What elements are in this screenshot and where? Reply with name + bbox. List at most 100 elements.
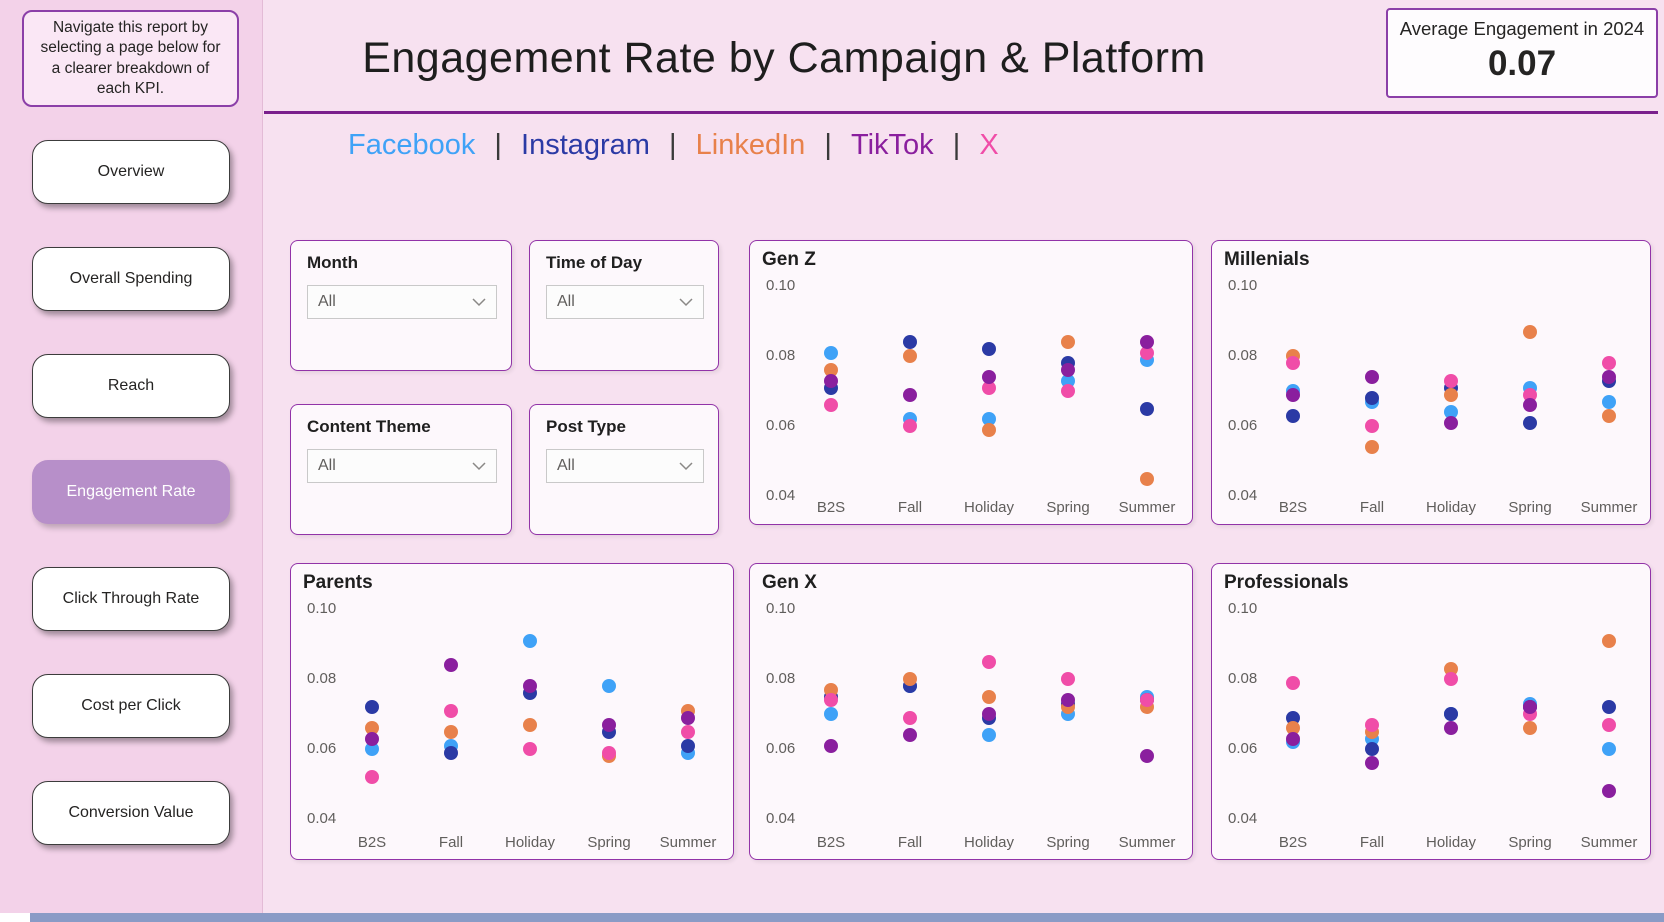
data-point-tiktok-summer[interactable] (1602, 784, 1616, 798)
data-point-tiktok-spring[interactable] (1061, 363, 1075, 377)
data-point-tiktok-fall[interactable] (444, 658, 458, 672)
data-point-instagram-fall[interactable] (1365, 391, 1379, 405)
data-point-x-fall[interactable] (1365, 717, 1379, 732)
data-point-linkedin-spring[interactable] (1061, 335, 1075, 349)
data-point-linkedin-summer[interactable] (1140, 471, 1154, 486)
data-point-facebook-spring[interactable] (602, 679, 616, 693)
data-point-x-summer[interactable] (1602, 717, 1616, 732)
data-point-x-fall[interactable] (903, 419, 917, 433)
y-tick-label: 0.04 (1228, 810, 1258, 827)
filter-dropdown-post-type[interactable]: All (546, 449, 704, 483)
data-point-tiktok-summer[interactable] (1140, 335, 1154, 349)
nav-button-conversion-value[interactable]: Conversion Value (32, 781, 230, 845)
data-point-instagram-b2s[interactable] (365, 700, 379, 714)
data-point-facebook-holiday[interactable] (523, 633, 537, 648)
data-point-tiktok-holiday[interactable] (523, 679, 537, 693)
data-point-x-holiday[interactable] (1444, 672, 1458, 686)
data-point-tiktok-spring[interactable] (1523, 398, 1537, 412)
nav-button-overall-spending[interactable]: Overall Spending (32, 247, 230, 311)
data-point-x-summer[interactable] (1602, 356, 1616, 370)
data-point-facebook-summer[interactable] (1602, 742, 1616, 756)
filter-dropdown-time-of-day[interactable]: All (546, 285, 704, 319)
data-point-tiktok-b2s[interactable] (1286, 731, 1300, 746)
data-point-tiktok-fall[interactable] (903, 387, 917, 402)
data-point-tiktok-fall[interactable] (1365, 756, 1379, 770)
data-point-instagram-holiday[interactable] (982, 342, 996, 356)
data-point-tiktok-summer[interactable] (681, 710, 695, 725)
data-point-facebook-b2s[interactable] (365, 742, 379, 756)
data-point-x-summer[interactable] (1140, 345, 1154, 360)
data-point-linkedin-fall[interactable] (903, 672, 917, 686)
data-point-x-b2s[interactable] (824, 398, 838, 412)
filter-card-content-theme: Content Theme All (290, 404, 512, 535)
data-point-tiktok-holiday[interactable] (982, 370, 996, 384)
data-point-x-holiday[interactable] (523, 742, 537, 756)
data-point-tiktok-fall[interactable] (1365, 370, 1379, 384)
data-point-x-spring[interactable] (1061, 672, 1075, 686)
data-point-x-spring[interactable] (602, 745, 616, 760)
data-point-instagram-b2s[interactable] (1286, 408, 1300, 423)
filter-dropdown-content-theme[interactable]: All (307, 449, 497, 483)
data-point-linkedin-holiday[interactable] (1444, 387, 1458, 402)
data-point-tiktok-summer[interactable] (1602, 370, 1616, 384)
data-point-facebook-summer[interactable] (1602, 394, 1616, 409)
nav-button-click-through-rate[interactable]: Click Through Rate (32, 567, 230, 631)
data-point-tiktok-spring[interactable] (1061, 693, 1075, 707)
x-category-label-fall: Fall (1359, 834, 1385, 851)
data-point-instagram-fall[interactable] (444, 745, 458, 760)
filter-dropdown-month[interactable]: All (307, 285, 497, 319)
data-point-x-b2s[interactable] (824, 693, 838, 707)
data-point-linkedin-spring[interactable] (1523, 721, 1537, 735)
data-point-x-summer[interactable] (681, 724, 695, 739)
data-point-instagram-fall[interactable] (903, 335, 917, 349)
sidebar-note: Navigate this report by selecting a page… (22, 10, 239, 107)
nav-button-cost-per-click[interactable]: Cost per Click (32, 674, 230, 738)
data-point-facebook-b2s[interactable] (824, 707, 838, 721)
chart-title-gen-z: Gen Z (762, 249, 816, 270)
data-point-x-summer[interactable] (1140, 693, 1154, 707)
data-point-x-spring[interactable] (1061, 384, 1075, 398)
data-point-x-holiday[interactable] (982, 380, 996, 395)
data-point-linkedin-summer[interactable] (1602, 633, 1616, 648)
data-point-linkedin-fall[interactable] (1365, 440, 1379, 454)
data-point-tiktok-spring[interactable] (1523, 700, 1537, 714)
data-point-tiktok-b2s[interactable] (824, 373, 838, 388)
data-point-x-holiday[interactable] (982, 654, 996, 669)
data-point-x-fall[interactable] (1365, 419, 1379, 433)
data-point-tiktok-fall[interactable] (903, 728, 917, 742)
data-point-tiktok-summer[interactable] (1140, 749, 1154, 763)
nav-button-overview[interactable]: Overview (32, 140, 230, 204)
data-point-tiktok-spring[interactable] (602, 717, 616, 732)
data-point-instagram-summer[interactable] (681, 738, 695, 753)
data-point-linkedin-fall[interactable] (444, 724, 458, 739)
data-point-tiktok-b2s[interactable] (365, 731, 379, 746)
data-point-instagram-holiday[interactable] (1444, 707, 1458, 721)
data-point-facebook-holiday[interactable] (982, 728, 996, 742)
nav-button-reach[interactable]: Reach (32, 354, 230, 418)
data-point-linkedin-holiday[interactable] (523, 717, 537, 732)
data-point-instagram-summer[interactable] (1602, 700, 1616, 714)
data-point-facebook-b2s[interactable] (824, 345, 838, 360)
data-point-linkedin-spring[interactable] (1523, 324, 1537, 339)
data-point-linkedin-fall[interactable] (903, 349, 917, 363)
data-point-linkedin-summer[interactable] (1602, 408, 1616, 423)
chart-card-professionals: Professionals 0.10 0.08 0.06 0.04 B2S Fall Holi… (1211, 563, 1651, 860)
data-point-tiktok-b2s[interactable] (1286, 387, 1300, 402)
data-point-x-b2s[interactable] (365, 770, 379, 784)
data-point-tiktok-b2s[interactable] (824, 738, 838, 753)
data-point-instagram-summer[interactable] (1140, 401, 1154, 416)
data-point-instagram-spring[interactable] (1523, 415, 1537, 430)
data-point-linkedin-holiday[interactable] (982, 689, 996, 704)
data-point-x-b2s[interactable] (1286, 356, 1300, 370)
data-point-x-fall[interactable] (444, 703, 458, 718)
data-point-instagram-fall[interactable] (1365, 742, 1379, 756)
data-point-tiktok-holiday[interactable] (982, 707, 996, 721)
nav-button-engagement-rate[interactable]: Engagement Rate (32, 460, 230, 524)
chart-card-gen-x: Gen X 0.10 0.08 0.06 0.04 B2S Fall Holiday Sprin… (749, 563, 1193, 860)
data-point-tiktok-holiday[interactable] (1444, 721, 1458, 735)
data-point-x-b2s[interactable] (1286, 675, 1300, 690)
data-point-x-fall[interactable] (903, 710, 917, 725)
data-point-tiktok-holiday[interactable] (1444, 415, 1458, 430)
data-point-linkedin-holiday[interactable] (982, 422, 996, 437)
data-point-x-holiday[interactable] (1444, 373, 1458, 388)
